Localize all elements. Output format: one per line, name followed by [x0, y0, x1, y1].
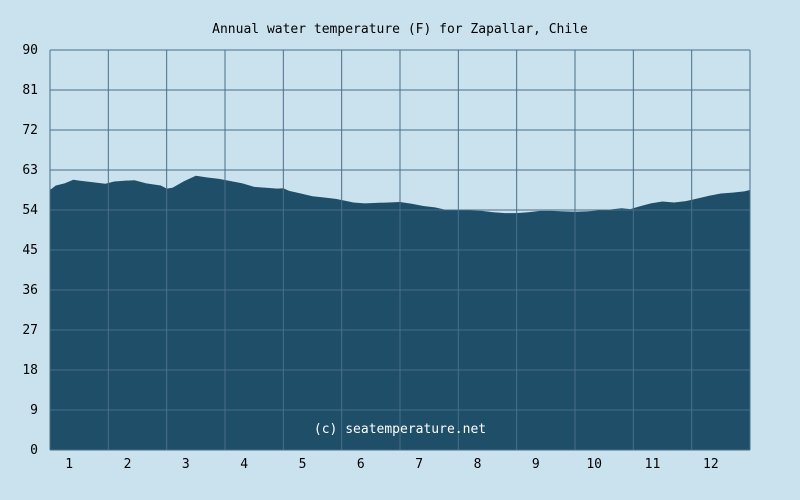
x-tick-label: 8 — [474, 457, 482, 472]
y-tick-label: 81 — [22, 83, 38, 98]
y-tick-label: 90 — [22, 43, 38, 58]
x-tick-label: 6 — [357, 457, 365, 472]
y-tick-label: 72 — [22, 123, 38, 138]
y-tick-label: 36 — [22, 283, 38, 298]
y-tick-label: 63 — [22, 163, 38, 178]
x-tick-label: 3 — [182, 457, 190, 472]
x-tick-label: 1 — [65, 457, 73, 472]
chart-title: Annual water temperature (F) for Zapalla… — [212, 22, 588, 37]
x-tick-label: 11 — [645, 457, 661, 472]
grid-layer — [49, 49, 751, 451]
x-tick-label: 4 — [240, 457, 248, 472]
x-tick-label: 10 — [586, 457, 602, 472]
x-tick-label: 2 — [124, 457, 132, 472]
y-tick-label: 0 — [30, 443, 38, 458]
y-tick-label: 54 — [22, 203, 38, 218]
y-tick-label: 45 — [22, 243, 38, 258]
x-tick-label: 5 — [299, 457, 307, 472]
y-tick-labels: 0 9 18 27 36 45 54 63 72 81 90 — [22, 43, 38, 458]
y-tick-label: 18 — [22, 363, 38, 378]
watermark-text: (c) seatemperature.net — [314, 422, 486, 437]
x-tick-labels: 1 2 3 4 5 6 7 8 9 10 11 12 — [65, 457, 718, 472]
x-tick-label: 12 — [703, 457, 719, 472]
y-tick-label: 9 — [30, 403, 38, 418]
y-tick-label: 27 — [22, 323, 38, 338]
x-tick-label: 7 — [415, 457, 423, 472]
x-tick-label: 9 — [532, 457, 540, 472]
